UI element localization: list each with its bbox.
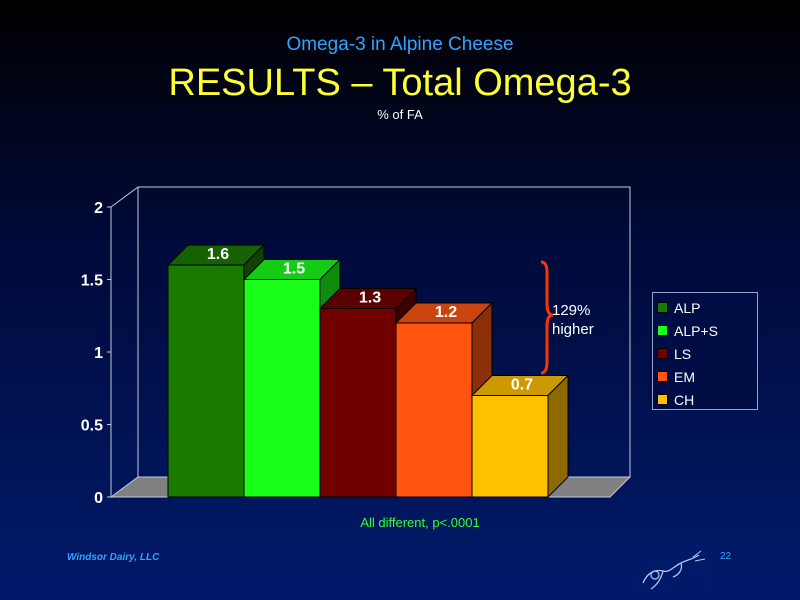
legend-label: ALP+S xyxy=(674,322,718,339)
slide-title: RESULTS – Total Omega-3 xyxy=(168,62,632,104)
slide-subtitle: Omega-3 in Alpine Cheese xyxy=(286,34,514,55)
legend-item-alp-s: ALP+S xyxy=(657,319,757,342)
bar-em xyxy=(395,322,473,498)
data-label: 1.5 xyxy=(283,261,305,278)
legend: ALP ALP+S LS EM CH xyxy=(652,292,758,410)
chart-side-edge xyxy=(110,186,139,208)
legend-swatch xyxy=(657,348,668,359)
legend-item-ls: LS xyxy=(657,342,757,365)
unit-label: % of FA xyxy=(377,107,423,122)
legend-swatch xyxy=(657,394,668,405)
annotation-label: 129% higher xyxy=(552,301,594,339)
legend-item-alp: ALP xyxy=(657,296,757,319)
bar-ch xyxy=(471,395,549,498)
bar-ls xyxy=(319,308,397,498)
y-tick-label: 2 xyxy=(94,200,103,217)
bracket xyxy=(540,260,554,375)
legend-item-em: EM xyxy=(657,365,757,388)
y-tick-label: 1 xyxy=(94,345,103,362)
page-number: 22 xyxy=(720,551,732,562)
data-label: 1.6 xyxy=(207,246,229,263)
legend-label: ALP xyxy=(674,299,701,316)
data-label: 1.3 xyxy=(359,290,381,307)
y-tick-label: 0 xyxy=(94,490,103,507)
legend-swatch xyxy=(657,302,668,313)
bar-alp xyxy=(167,264,245,498)
legend-item-ch: CH xyxy=(657,388,757,411)
legend-label: EM xyxy=(674,368,695,385)
y-tick-label: 0.5 xyxy=(81,418,103,435)
significance-footnote: All different, p<.0001 xyxy=(360,515,480,530)
legend-swatch xyxy=(657,371,668,382)
data-label: 0.7 xyxy=(511,377,533,394)
legend-swatch xyxy=(657,325,668,336)
cow-logo-icon xyxy=(633,545,713,595)
footer-company: Windsor Dairy, LLC xyxy=(67,552,160,563)
legend-label: CH xyxy=(674,391,695,408)
annotation-line2: higher xyxy=(552,321,594,338)
data-label: 1.2 xyxy=(435,304,457,321)
bar-side-face xyxy=(547,374,569,499)
bar-alp-s xyxy=(243,279,321,498)
legend-label: LS xyxy=(674,345,692,362)
y-tick-label: 1.5 xyxy=(81,273,103,290)
annotation-line1: 129% xyxy=(552,302,591,319)
